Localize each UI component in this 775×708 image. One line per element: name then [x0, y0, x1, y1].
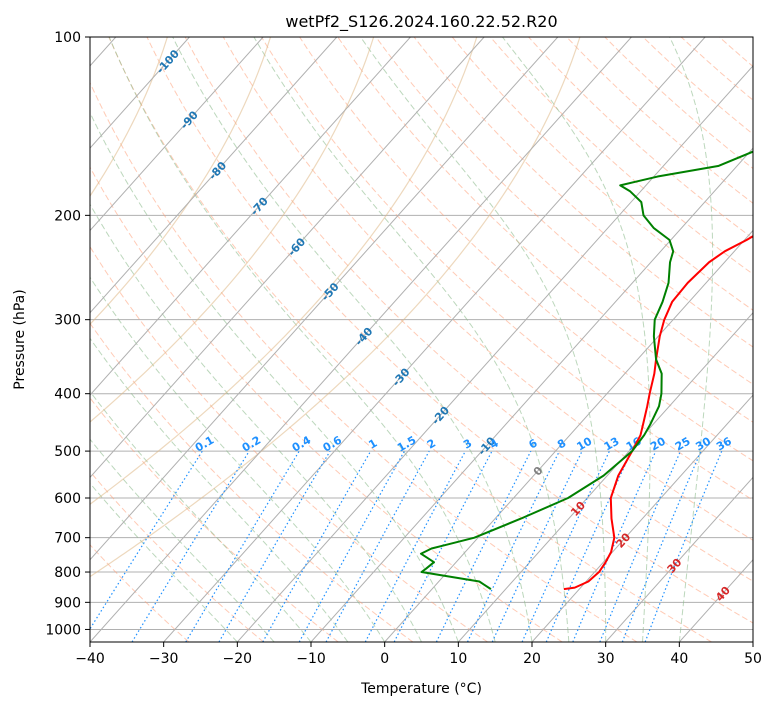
mixing-ratio-line	[435, 450, 532, 642]
lcl-curves	[90, 37, 581, 578]
isotherm	[90, 37, 559, 561]
dry-adiabat	[261, 37, 753, 501]
y-tick-label: 800	[54, 565, 81, 581]
moist-adiabat	[108, 37, 496, 642]
plot-frame	[89, 36, 754, 643]
chart-title: wetPf2_S126.2024.160.22.52.R20	[285, 12, 557, 32]
mixing-ratio-line	[325, 450, 430, 642]
lcl-curve	[90, 37, 581, 578]
temperature-line	[563, 235, 753, 591]
isotherm	[90, 37, 485, 479]
y-tick-label: 100	[54, 30, 81, 46]
y-axis-ticks: 100 200 300 400 500 600 700 800 900 1000	[45, 30, 90, 638]
isotherm	[605, 476, 753, 642]
dry-adiabat	[413, 37, 753, 348]
moist-adiabat	[502, 37, 651, 642]
y-tick-label: 400	[54, 387, 81, 403]
mixing-ratio-line	[131, 450, 250, 642]
moist-adiabats	[90, 37, 714, 642]
isotherms	[90, 37, 753, 642]
x-tick-label: 30	[597, 651, 615, 667]
moist-adiabat	[360, 37, 607, 642]
y-axis-label: Pressure (hPa)	[12, 289, 28, 389]
x-tick-label: 50	[744, 651, 762, 667]
lcl-curve	[90, 37, 478, 506]
moist-adiabat	[90, 111, 459, 642]
y-tick-label: 900	[54, 595, 81, 611]
isotherm	[384, 229, 753, 642]
lcl-curve	[90, 37, 375, 423]
x-tick-label: 20	[523, 651, 541, 667]
x-tick-label: −10	[296, 651, 326, 667]
y-tick-label: 200	[54, 208, 81, 224]
dry-adiabat	[90, 245, 488, 642]
x-axis-label: Temperature (°C)	[360, 681, 482, 697]
dry-adiabat	[90, 81, 638, 642]
y-tick-label: 700	[54, 531, 81, 547]
isotherm	[457, 312, 753, 642]
mixing-ratio-line	[621, 450, 702, 642]
dry-adiabat	[90, 166, 563, 642]
x-tick-label: −20	[223, 651, 253, 667]
x-tick-label: 0	[380, 651, 389, 667]
mixing-ratio-line	[298, 450, 405, 642]
isotherm	[163, 37, 706, 642]
dry-adiabat	[146, 37, 753, 624]
x-tick-label: 40	[670, 651, 688, 667]
dry-adiabat	[375, 37, 753, 385]
isotherm	[90, 37, 190, 149]
dry-adiabat	[90, 470, 264, 642]
isotherm	[531, 394, 753, 642]
y-tick-label: 600	[54, 491, 81, 507]
isotherm	[90, 37, 411, 396]
mixing-ratio-line	[572, 450, 657, 642]
profile-series	[419, 150, 753, 591]
dry-adiabat	[299, 37, 753, 462]
y-tick-label: 300	[54, 313, 81, 329]
moist-adiabat	[90, 482, 238, 642]
mixing-ratio-line	[90, 450, 203, 630]
plot-area: -100-90-80-70-60-50-40-30-20-10010203040…	[90, 37, 753, 642]
dry-adiabat	[184, 37, 753, 582]
mixing-ratio-line	[644, 450, 723, 642]
moist-adiabat	[90, 438, 275, 642]
dry-adiabat	[222, 37, 753, 541]
x-tick-label: −40	[75, 651, 105, 667]
x-tick-label: 10	[449, 651, 467, 667]
moist-adiabat	[172, 37, 533, 642]
dry-adiabat	[108, 37, 712, 642]
isotherm	[90, 37, 632, 642]
mixing-ratio-line	[262, 450, 372, 642]
y-tick-label: 1000	[45, 622, 81, 638]
isotherm	[90, 37, 264, 232]
moist-adiabat	[90, 276, 386, 642]
dry-adiabats	[90, 37, 753, 642]
moist-adiabat	[90, 203, 422, 642]
isotherm	[310, 147, 753, 642]
y-tick-label: 500	[54, 444, 81, 460]
isotherm	[90, 37, 338, 314]
x-axis-ticks: −40 −30 −20 −10 0 10 20 30 40 50	[75, 642, 762, 667]
moist-adiabat	[669, 37, 714, 642]
mixing-ratio-lines	[90, 450, 723, 642]
mixing-ratio-line	[599, 450, 682, 642]
lcl-curve	[90, 37, 272, 326]
isotherm	[236, 65, 753, 642]
x-tick-label: −30	[149, 651, 179, 667]
dewpoint-line	[419, 150, 753, 590]
